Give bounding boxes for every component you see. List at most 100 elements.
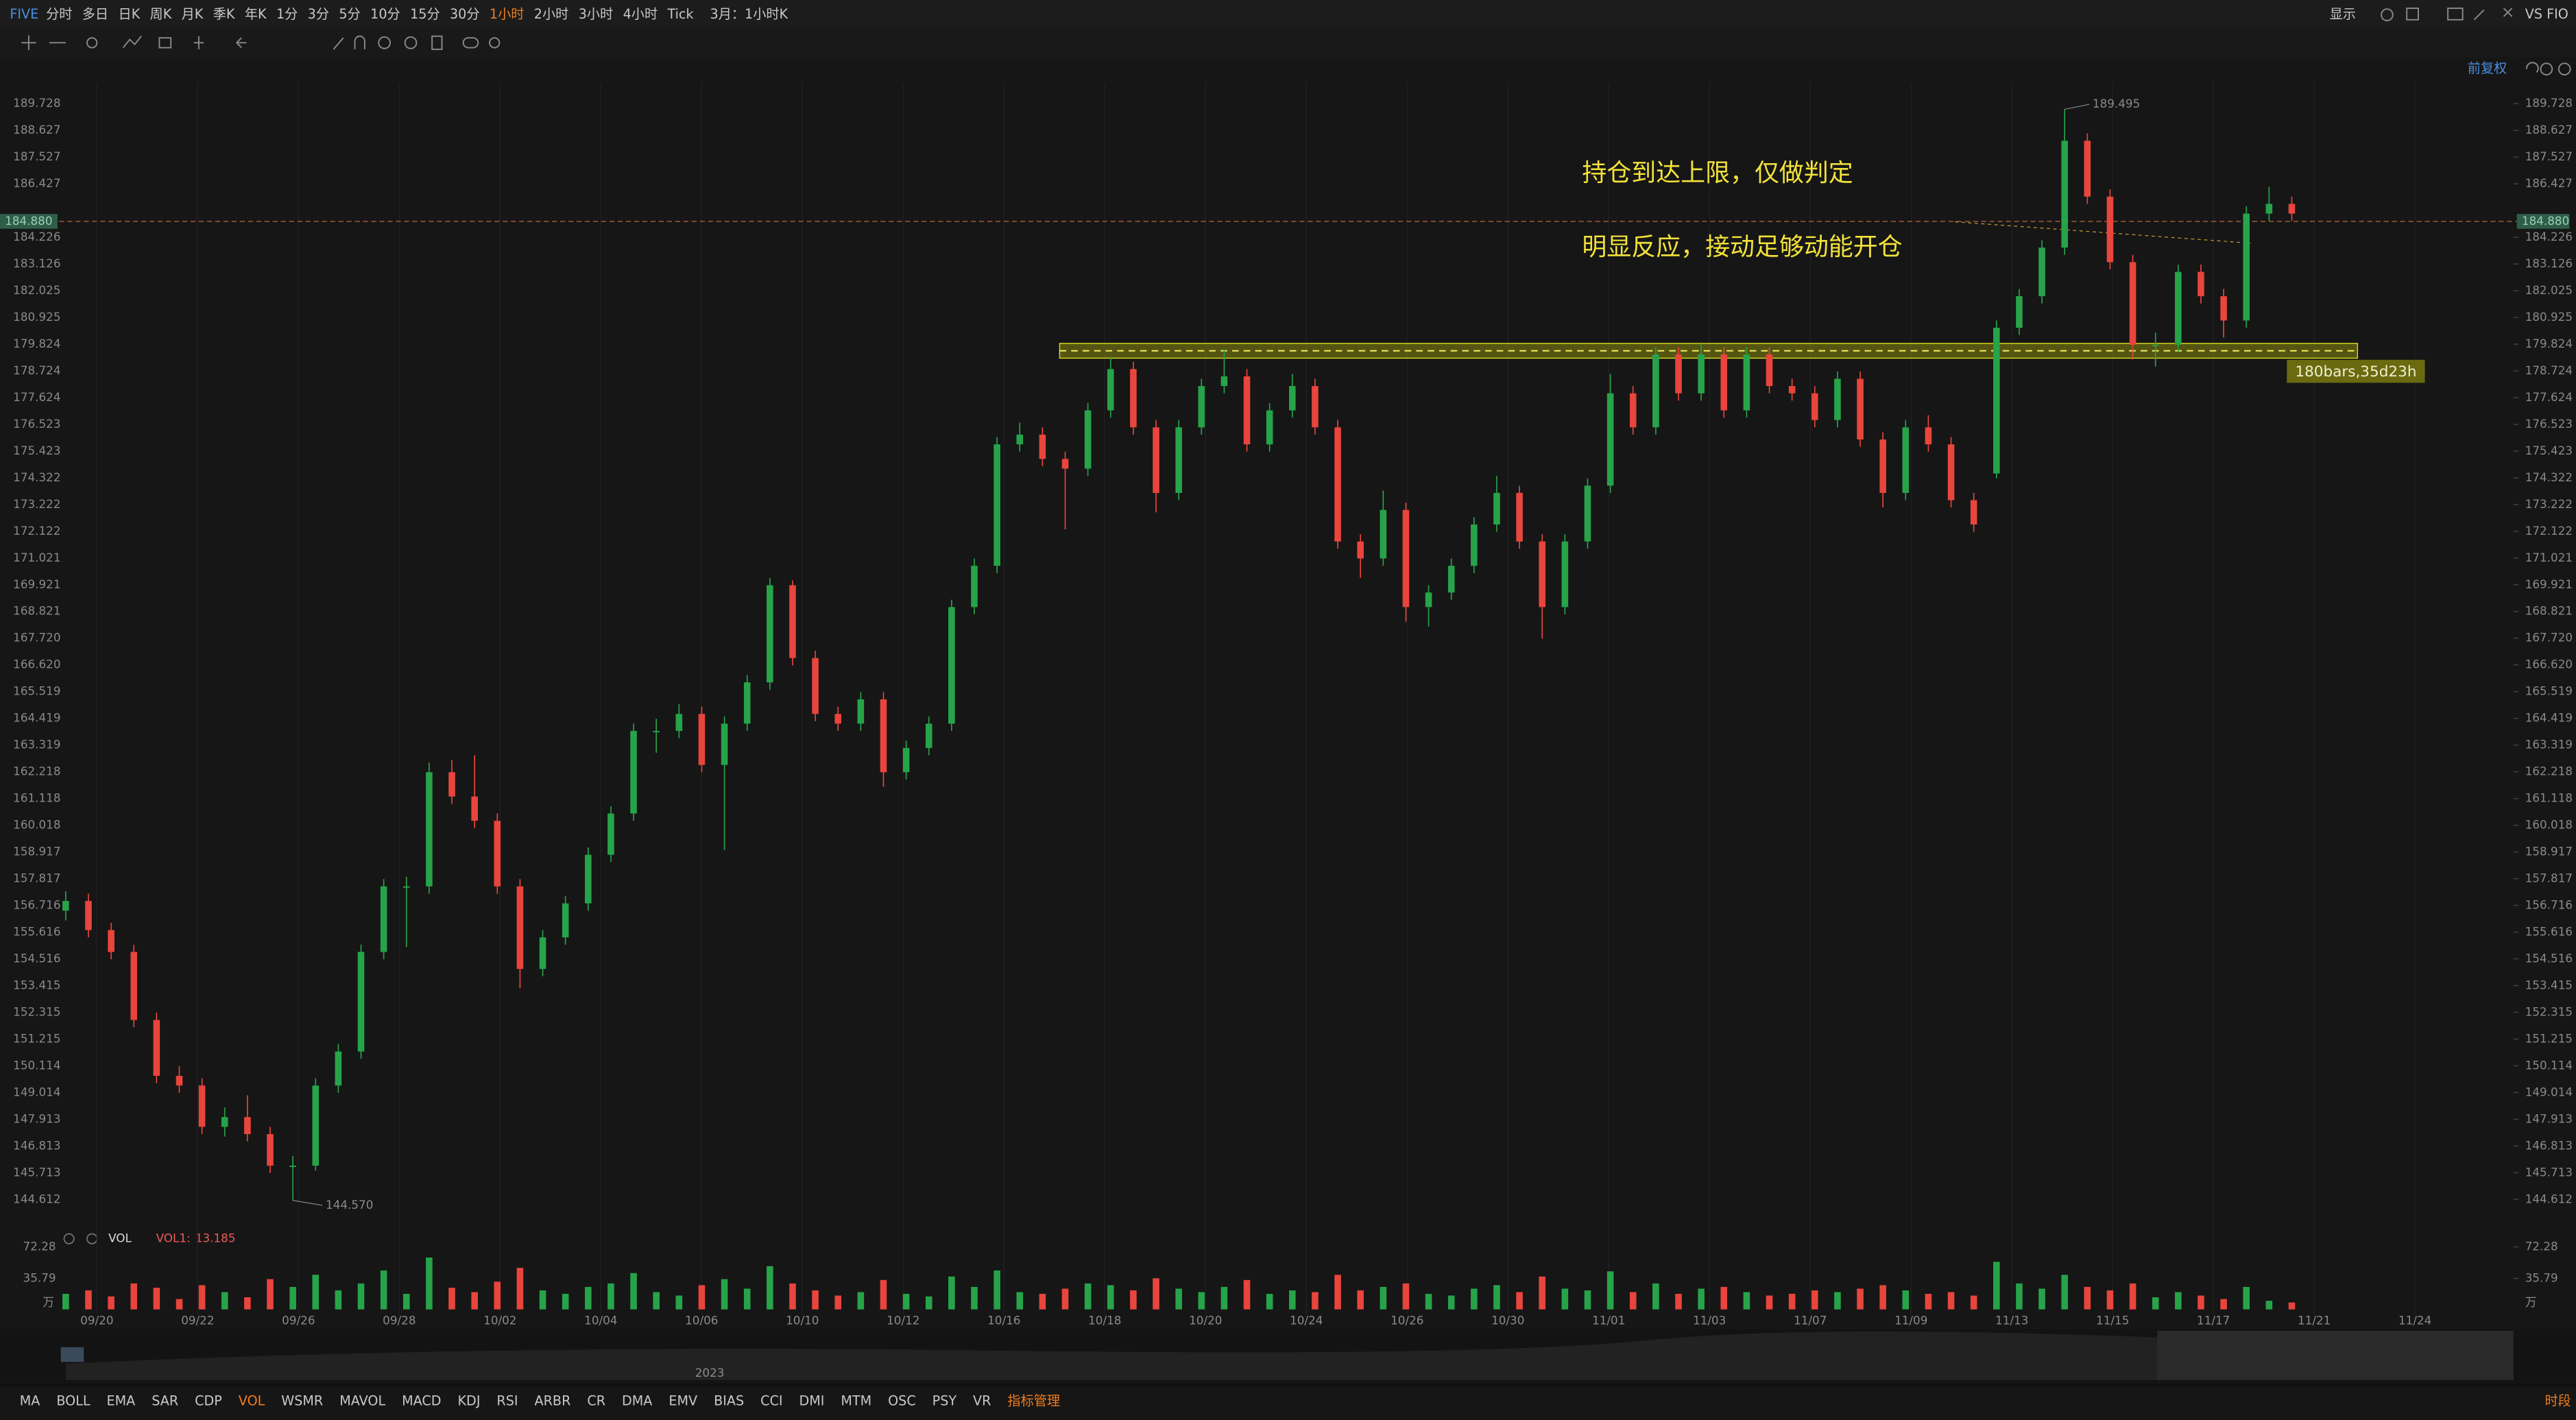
period-tab[interactable]: 年K [245,6,267,22]
indicator-tab[interactable]: MTM [841,1393,871,1408]
y-tick-label-right: 145.713 [2525,1165,2573,1179]
y-tick-label-right: 160.018 [2525,818,2573,832]
x-tick-label: 09/28 [383,1313,416,1327]
indicator-tab[interactable]: WSMR [281,1393,323,1408]
indicator-tab[interactable]: VOL [239,1393,265,1408]
indicator-tab[interactable]: MACD [402,1393,441,1408]
indicator-tab[interactable]: CDP [195,1393,222,1408]
adjust-mode[interactable]: 前复权 [2468,60,2507,76]
x-tick-label: 10/06 [685,1313,718,1327]
candle-body [1970,500,1977,525]
indicator-tab[interactable]: CCI [760,1393,782,1408]
period-tab[interactable]: 分时 [46,6,72,22]
period-tab[interactable]: 2小时 [534,6,569,22]
low-pointer [293,1200,323,1206]
indicator-tab[interactable]: DMA [622,1393,652,1408]
candle-body [948,607,955,724]
indicator-tab[interactable]: RSI [496,1393,518,1408]
period-tab[interactable]: 3小时 [579,6,614,22]
period-tab[interactable]: 日K [118,6,140,22]
vol-tick-label-right: 35.79 [2525,1271,2558,1285]
candle-body [426,772,433,887]
indicator-tab[interactable]: EMV [669,1393,697,1408]
period-tab[interactable]: Tick [666,6,694,22]
y-tick-label-right: 177.624 [2525,390,2573,404]
indicator-tab[interactable]: ARBR [535,1393,571,1408]
drawing-tools[interactable] [21,35,501,51]
candle-body [1698,354,1705,394]
volume-bar [1471,1288,1478,1310]
period-tab[interactable]: 多日 [82,6,108,22]
y-tick-label: 161.118 [13,791,60,805]
x-tick-label: 11/15 [2096,1313,2129,1327]
period-tab[interactable]: 1小时 [490,6,525,22]
candle-body [789,585,796,658]
y-tick-label: 176.523 [13,417,60,431]
indicator-tab[interactable]: VR [973,1393,991,1408]
navigator-handle[interactable] [60,1347,84,1362]
y-tick-label: 182.025 [13,283,60,297]
candle-body [221,1117,228,1127]
period-tab[interactable]: 15分 [410,6,440,22]
candle-body [562,903,569,938]
volume-bar [1857,1288,1864,1310]
navigator-window[interactable] [2157,1330,2514,1380]
session-button[interactable]: 时段 [2544,1393,2571,1408]
y-tick-label-right: 151.215 [2525,1031,2573,1045]
indicator-tab[interactable]: KDJ [458,1393,481,1408]
period-tab[interactable]: 1分 [276,6,298,22]
volume-bar [630,1273,637,1310]
volume-bar [2084,1286,2091,1310]
indicator-tab[interactable]: BIAS [714,1393,744,1408]
period-tab[interactable]: 5分 [339,6,360,22]
indicator-tab[interactable]: 指标管理 [1007,1393,1060,1408]
y-tick-label-right: 175.423 [2525,444,2573,457]
range-box [2287,359,2425,383]
indicator-tab[interactable]: OSC [888,1393,916,1408]
candle-body [1811,393,1818,420]
period-tab[interactable]: 周K [150,6,172,22]
volume-bar [1198,1292,1205,1310]
volume-bar [1606,1271,1614,1310]
indicator-tab[interactable]: BOLL [56,1393,91,1408]
y-tick-label-right: 171.021 [2525,551,2573,564]
candle-body [1380,509,1387,559]
display-menu[interactable]: 显示 [2330,6,2356,22]
volume-bar [585,1286,592,1310]
volume-bar [335,1290,342,1310]
indicator-tab[interactable]: PSY [932,1393,957,1408]
y-tick-label-right: 166.620 [2525,658,2573,671]
volume-bar [994,1270,1000,1310]
volume-bar [62,1293,69,1310]
y-tick-label: 146.813 [13,1138,60,1152]
period-tab[interactable]: 4小时 [623,6,658,22]
period-tab[interactable]: 30分 [450,6,480,22]
y-tick-label: 144.612 [13,1192,60,1205]
vol-unit-right: 万 [2525,1295,2537,1309]
window-tools[interactable] [2381,8,2571,76]
period-tab[interactable]: 季K [213,6,235,22]
candle-body [1312,386,1319,428]
candle-body [1243,376,1251,445]
candle-body [2265,204,2273,214]
volume-bar [1493,1285,1500,1310]
indicator-tab[interactable]: DMI [799,1393,824,1408]
symbol[interactable]: FIVE [10,6,38,22]
y-tick-label-right: 183.126 [2525,256,2573,270]
indicator-tab[interactable]: MAVOL [339,1393,385,1408]
volume-bar [675,1295,683,1310]
period-tab[interactable]: 月K [182,6,204,22]
indicator-tab[interactable]: EMA [107,1393,136,1408]
period-tab[interactable]: 3分 [308,6,329,22]
volume-bar [2220,1299,2227,1310]
high-pointer [2065,104,2090,110]
period-tab[interactable]: 3月：1小时K [710,6,789,22]
y-tick-label-right: 173.222 [2525,497,2573,511]
vs-label[interactable]: VS FIO [2525,6,2568,22]
price-tag [0,214,58,229]
indicator-tab[interactable]: SAR [152,1393,178,1408]
period-tab[interactable]: 10分 [370,6,400,22]
indicator-tab[interactable]: MA [20,1393,40,1408]
indicator-tab[interactable]: CR [587,1393,605,1408]
